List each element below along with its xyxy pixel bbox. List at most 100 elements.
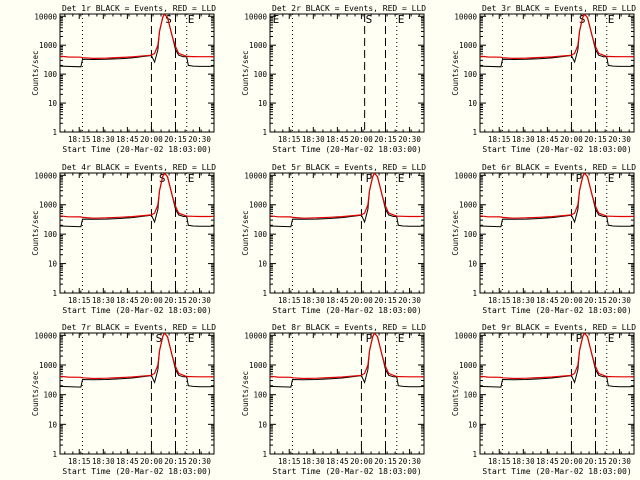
y-tick-label: 100 [463, 391, 477, 400]
x-tick-label: 18:45 [536, 296, 559, 305]
y-tick-label: 10 [48, 420, 58, 429]
plot-frame [479, 13, 635, 133]
series-lld [480, 14, 634, 60]
x-tick-label: 18:30 [92, 296, 115, 305]
x-tick-label: 18:30 [512, 457, 535, 466]
y-tick-label: 1 [262, 450, 267, 459]
x-tick-label: 18:45 [326, 457, 349, 466]
y-tick-label: 1000 [459, 41, 478, 50]
x-axis-label: Start Time (20-Mar-02 18:03:00) [62, 467, 211, 476]
y-tick-label: 100 [43, 391, 57, 400]
y-tick-label: 100 [43, 230, 57, 239]
y-axis-label: Counts/sec [451, 210, 460, 255]
y-tick-label: 10000 [34, 171, 57, 180]
y-tick-label: 1 [52, 450, 57, 459]
panel-title: Det 5r BLACK = Events, RED = LLD [272, 163, 426, 172]
series-lld [60, 14, 214, 60]
x-axis-label: Start Time (20-Mar-02 18:03:00) [62, 145, 211, 154]
panel-det-3: Det 3r BLACK = Events, RED = LLD 1 10 100 10… [451, 4, 636, 154]
y-tick-label: 1 [472, 289, 477, 298]
y-tick-label: 1 [472, 450, 477, 459]
x-tick-label: 20:30 [608, 296, 631, 305]
y-axis-label: Counts/sec [31, 50, 40, 95]
y-tick-label: 10 [258, 420, 268, 429]
panel-det-9: Det 9r BLACK = Events, RED = LLD 1 10 100 10… [451, 323, 636, 476]
y-tick-label: 10000 [454, 171, 477, 180]
x-axis-label: Start Time (20-Mar-02 18:03:00) [482, 306, 631, 315]
panel-title: Det 7r BLACK = Events, RED = LLD [62, 323, 216, 332]
panel-title: Det 4r BLACK = Events, RED = LLD [62, 163, 216, 172]
panel-det-5: Det 5r BLACK = Events, RED = LLD 1 10 100 10… [241, 163, 426, 315]
x-tick-label: 18:45 [326, 296, 349, 305]
x-tick-label: 18:30 [302, 135, 325, 144]
y-axis-label: Counts/sec [31, 371, 40, 416]
panel-det-8: Det 8r BLACK = Events, RED = LLD 1 10 100 10… [241, 323, 426, 476]
x-tick-label: 18:15 [68, 296, 91, 305]
series-lld [480, 173, 634, 219]
x-tick-label: 20:30 [188, 135, 211, 144]
x-tick-label: 20:15 [374, 135, 397, 144]
y-tick-label: 10000 [244, 12, 267, 21]
y-tick-label: 10 [468, 420, 478, 429]
plot-frame [59, 13, 215, 133]
marker-label: E [608, 172, 615, 185]
marker-label: P [576, 172, 583, 185]
x-tick-label: 20:30 [188, 296, 211, 305]
y-tick-label: 10000 [34, 331, 57, 340]
marker-label: P [576, 332, 583, 345]
x-tick-label: 20:15 [374, 296, 397, 305]
marker-label: P [366, 332, 373, 345]
x-tick-label: 18:15 [488, 457, 511, 466]
series-lld [60, 173, 214, 219]
x-tick-label: 20:00 [560, 135, 583, 144]
x-tick-label: 20:15 [164, 457, 187, 466]
y-tick-label: 1000 [249, 41, 268, 50]
y-tick-label: 100 [463, 230, 477, 239]
y-axis-label: Counts/sec [241, 50, 250, 95]
panel-title: Det 8r BLACK = Events, RED = LLD [272, 323, 426, 332]
x-tick-label: 20:30 [608, 135, 631, 144]
x-axis-label: Start Time (20-Mar-02 18:03:00) [272, 145, 421, 154]
panel-title: Det 3r BLACK = Events, RED = LLD [482, 4, 636, 13]
panel-title: Det 1r BLACK = Events, RED = LLD [62, 4, 216, 13]
plot-frame [59, 172, 215, 294]
y-tick-label: 1000 [249, 201, 268, 210]
x-tick-label: 20:15 [164, 296, 187, 305]
x-tick-label: 18:15 [68, 135, 91, 144]
x-tick-label: 18:30 [512, 296, 535, 305]
panel-title: Det 6r BLACK = Events, RED = LLD [482, 163, 636, 172]
y-tick-label: 1 [262, 289, 267, 298]
x-axis-label: Start Time (20-Mar-02 18:03:00) [62, 306, 211, 315]
x-tick-label: 20:00 [560, 457, 583, 466]
marker-label: E [273, 13, 280, 26]
x-tick-label: 20:00 [350, 457, 373, 466]
panel-det-1: Det 1r BLACK = Events, RED = LLD 1 10 100 10… [31, 4, 216, 154]
x-tick-label: 18:15 [278, 135, 301, 144]
y-tick-label: 10000 [34, 12, 57, 21]
marker-label: E [398, 332, 405, 345]
plot-frame [479, 172, 635, 294]
x-tick-label: 20:15 [584, 457, 607, 466]
y-tick-label: 10 [468, 99, 478, 108]
x-tick-label: 20:30 [608, 457, 631, 466]
panel-title: Det 9r BLACK = Events, RED = LLD [482, 323, 636, 332]
panel-det-2: Det 2r BLACK = Events, RED = LLD 1 10 100 10… [241, 4, 426, 154]
x-axis-label: Start Time (20-Mar-02 18:03:00) [482, 467, 631, 476]
series-group [60, 333, 214, 388]
marker-label: E [398, 172, 405, 185]
y-tick-label: 1 [52, 128, 57, 137]
plot-frame [59, 332, 215, 455]
plot-frame [479, 332, 635, 455]
marker-label: E [188, 13, 195, 26]
x-tick-label: 20:30 [398, 135, 421, 144]
y-tick-label: 100 [253, 70, 267, 79]
marker-label: S [366, 13, 373, 26]
marker-label: E [188, 172, 195, 185]
x-axis-label: Start Time (20-Mar-02 18:03:00) [482, 145, 631, 154]
y-tick-label: 1 [262, 128, 267, 137]
y-tick-label: 1000 [39, 361, 58, 370]
x-tick-label: 20:30 [398, 457, 421, 466]
series-group [270, 333, 424, 388]
y-tick-label: 1000 [459, 201, 478, 210]
x-tick-label: 20:00 [350, 296, 373, 305]
